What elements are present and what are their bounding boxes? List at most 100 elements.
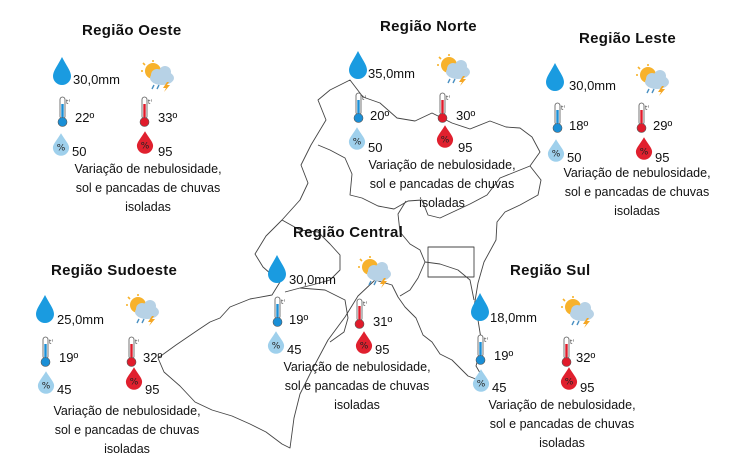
svg-text:%: % — [477, 379, 486, 389]
thermometer-cold-icon: t° — [352, 92, 367, 124]
svg-text:t°: t° — [363, 301, 367, 308]
description-line: sol e pancadas de chuvas — [369, 177, 515, 191]
svg-text:t°: t° — [484, 337, 488, 344]
svg-text:%: % — [130, 377, 139, 387]
thermometer-hot-icon: t° — [436, 92, 451, 124]
sun-cloud-storm-icon — [436, 54, 472, 86]
svg-text:t°: t° — [135, 339, 139, 346]
description-line: Variação de nebulosidade, — [53, 404, 201, 418]
region-title: Região Central — [293, 224, 404, 241]
region-title: Região Oeste — [82, 22, 182, 39]
region-sudoeste: Região Sudoeste 25,0mm t° 19º t° 32º % 45… — [25, 262, 215, 462]
sun-cloud-storm-icon — [125, 294, 161, 326]
state-outline — [157, 79, 542, 449]
description-line: sol e pancadas de chuvas — [564, 185, 710, 199]
description-line: isoladas — [334, 398, 380, 412]
humidity-max-value: 95 — [145, 382, 160, 397]
humidity-low-icon: % — [348, 126, 366, 150]
rain-value: 18,0mm — [490, 310, 537, 325]
federal-district — [427, 246, 475, 278]
description-line: sol e pancadas de chuvas — [54, 423, 200, 437]
temp-max-value: 31º — [373, 314, 393, 329]
humidity-high-icon: % — [560, 366, 578, 390]
thermometer-cold-icon: t° — [271, 296, 286, 328]
description-line: Variação de nebulosidade, — [488, 398, 636, 412]
sun-cloud-storm-icon — [357, 256, 393, 288]
region-title: Região Sul — [510, 262, 591, 279]
svg-text:%: % — [640, 147, 649, 157]
humidity-max-value: 95 — [375, 342, 390, 357]
temp-min-value: 19º — [289, 312, 309, 327]
thermometer-hot-icon: t° — [138, 96, 153, 128]
thermometer-hot-icon: t° — [125, 336, 140, 368]
border-sul — [424, 261, 475, 301]
svg-text:%: % — [57, 143, 66, 153]
region-sul: Região Sul 18,0mm t° 19º t° 32º % 45 % 95… — [460, 262, 650, 462]
humidity-low-icon: % — [267, 330, 285, 354]
region-leste: Região Leste 30,0mm t° 18º t° 29º % 50 % … — [535, 28, 725, 228]
temp-max-value: 33º — [158, 110, 178, 125]
border-sudoeste-sul — [299, 287, 349, 343]
raindrop-icon — [267, 254, 287, 284]
thermometer-cold-icon: t° — [551, 102, 566, 134]
sun-cloud-storm-icon — [560, 296, 596, 328]
region-central: Região Central 30,0mm t° 19º t° 31º % 45 … — [255, 222, 445, 422]
temp-max-value: 32º — [576, 350, 596, 365]
forecast-description: Variação de nebulosidade, sol e pancadas … — [462, 396, 662, 453]
svg-text:t°: t° — [362, 95, 366, 102]
raindrop-icon — [470, 292, 490, 322]
description-line: Variação de nebulosidade, — [74, 162, 222, 176]
region-title: Região Sudoeste — [51, 262, 178, 279]
humidity-min-value: 45 — [287, 342, 302, 357]
description-line: isoladas — [125, 200, 171, 214]
rain-value: 30,0mm — [289, 272, 336, 287]
sun-cloud-storm-icon — [140, 60, 176, 92]
forecast-description: Variação de nebulosidade, sol e pancadas … — [537, 164, 729, 221]
temp-max-value: 30º — [456, 108, 476, 123]
description-line: Variação de nebulosidade, — [283, 360, 431, 374]
humidity-min-value: 50 — [368, 140, 383, 155]
svg-text:t°: t° — [148, 99, 152, 106]
svg-text:%: % — [42, 381, 51, 391]
raindrop-icon — [348, 50, 368, 80]
humidity-min-value: 45 — [492, 380, 507, 395]
border-central-east — [397, 200, 426, 297]
region-norte: Região Norte 35,0mm t° 20º t° 30º % 50 % … — [330, 16, 520, 216]
border-norte — [317, 144, 531, 219]
sun-cloud-storm-icon — [635, 64, 671, 96]
humidity-min-value: 50 — [72, 144, 87, 159]
rain-value: 30,0mm — [73, 72, 120, 87]
svg-text:%: % — [141, 141, 150, 151]
description-line: Variação de nebulosidade, — [368, 158, 516, 172]
svg-text:t°: t° — [49, 339, 53, 346]
region-title: Região Leste — [579, 30, 676, 47]
svg-text:t°: t° — [570, 339, 574, 346]
svg-text:%: % — [565, 377, 574, 387]
svg-text:%: % — [272, 341, 281, 351]
thermometer-cold-icon: t° — [56, 96, 71, 128]
svg-text:t°: t° — [446, 95, 450, 102]
description-line: sol e pancadas de chuvas — [489, 417, 635, 431]
description-line: sol e pancadas de chuvas — [75, 181, 221, 195]
raindrop-icon — [52, 56, 72, 86]
raindrop-icon — [545, 62, 565, 92]
humidity-low-icon: % — [37, 370, 55, 394]
temp-min-value: 22º — [75, 110, 95, 125]
rain-value: 30,0mm — [569, 78, 616, 93]
description-line: isoladas — [614, 204, 660, 218]
region-title: Região Norte — [380, 18, 477, 35]
humidity-max-value: 95 — [158, 144, 173, 159]
forecast-description: Variação de nebulosidade, sol e pancadas … — [342, 156, 542, 213]
svg-text:%: % — [441, 135, 450, 145]
forecast-description: Variação de nebulosidade, sol e pancadas … — [48, 160, 248, 217]
description-line: Variação de nebulosidade, — [563, 166, 711, 180]
humidity-max-value: 95 — [655, 150, 670, 165]
svg-text:t°: t° — [645, 105, 649, 112]
svg-text:%: % — [552, 149, 561, 159]
humidity-low-icon: % — [472, 368, 490, 392]
humidity-max-value: 95 — [580, 380, 595, 395]
svg-text:%: % — [353, 137, 362, 147]
rain-value: 35,0mm — [368, 66, 415, 81]
description-line: isoladas — [419, 196, 465, 210]
